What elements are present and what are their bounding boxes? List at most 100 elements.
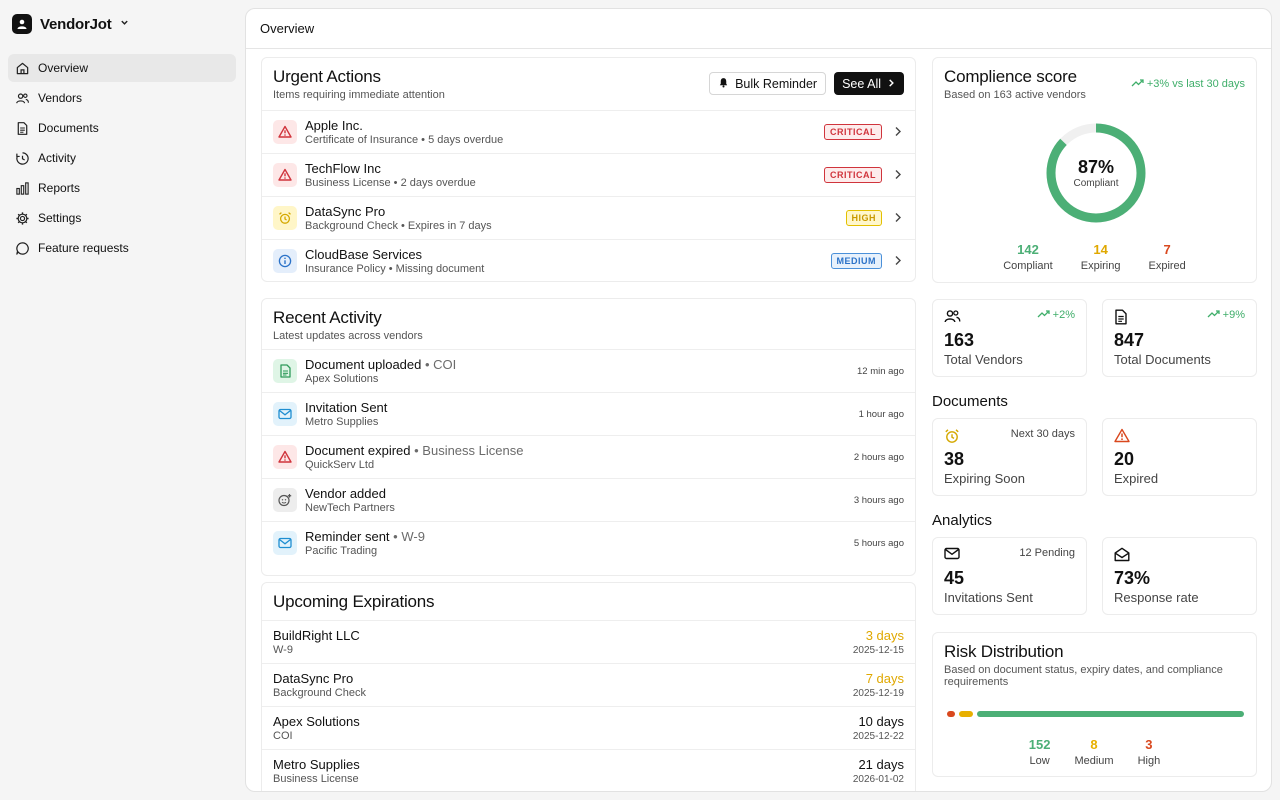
total-vendors-card[interactable]: +2% 163 Total Vendors bbox=[932, 299, 1087, 377]
expired-card[interactable]: 20 Expired bbox=[1102, 418, 1257, 496]
urgent-actions-card: Urgent Actions Items requiring immediate… bbox=[261, 57, 916, 282]
urgent-item[interactable]: DataSync Pro Background Check • Expires … bbox=[262, 196, 915, 239]
risk-medium-count: 8 bbox=[1090, 737, 1098, 752]
mail-icon bbox=[944, 547, 960, 565]
sidebar-item-label: Activity bbox=[38, 151, 77, 165]
activity-vendor: Apex Solutions bbox=[305, 373, 379, 385]
compliance-percent: 87% bbox=[1077, 157, 1115, 177]
expiration-item[interactable]: Apex Solutions COI 10 days 2025-12-22 bbox=[262, 706, 915, 749]
risk-high-count: 3 bbox=[1145, 737, 1153, 752]
sidebar-item-settings[interactable]: Settings bbox=[8, 204, 236, 232]
workspace-switcher[interactable]: VendorJot bbox=[8, 12, 236, 36]
home-icon bbox=[14, 60, 30, 76]
activity-title: Invitation Sent bbox=[305, 400, 388, 415]
activity-item[interactable]: Document uploaded • COI Apex Solutions 1… bbox=[262, 349, 915, 392]
risk-medium-stat: 8 Medium bbox=[1074, 737, 1113, 767]
urgent-item[interactable]: Apple Inc. Certificate of Insurance • 5 … bbox=[262, 110, 915, 153]
bulk-reminder-button[interactable]: Bulk Reminder bbox=[709, 72, 827, 95]
status-badge: CRITICAL bbox=[824, 124, 882, 140]
alarm-clock-icon bbox=[273, 206, 297, 230]
urgent-vendor-name: DataSync Pro bbox=[305, 204, 386, 219]
risk-title: Risk Distribution bbox=[944, 642, 1064, 661]
activity-item[interactable]: Vendor added NewTech Partners 3 hours ag… bbox=[262, 478, 915, 521]
risk-low-count: 152 bbox=[1028, 737, 1051, 752]
activity-extra: • COI bbox=[424, 357, 457, 372]
status-badge: MEDIUM bbox=[830, 253, 882, 269]
urgent-item[interactable]: CloudBase Services Insurance Policy • Mi… bbox=[262, 239, 915, 282]
chevron-right-icon bbox=[894, 167, 904, 183]
urgent-actions-subtitle: Items requiring immediate attention bbox=[273, 89, 445, 101]
activity-item[interactable]: Invitation Sent Metro Supplies 1 hour ag… bbox=[262, 392, 915, 435]
compliance-donut: 87% Compliant bbox=[1044, 121, 1148, 225]
chevron-right-icon bbox=[894, 210, 904, 226]
expiration-item[interactable]: BuildRight LLC W-9 3 days 2025-12-15 bbox=[262, 620, 915, 663]
trend-up-icon bbox=[1207, 309, 1220, 321]
sidebar-nav: Overview Vendors Documents Activity Repo… bbox=[8, 54, 236, 262]
invitations-card[interactable]: 12 Pending 45 Invitations Sent bbox=[932, 537, 1087, 615]
alert-triangle-icon bbox=[273, 120, 297, 144]
activity-extra: • Business License bbox=[414, 443, 524, 458]
compliance-trend-text: +3% vs last 30 days bbox=[1146, 78, 1245, 90]
risk-subtitle: Based on document status, expiry dates, … bbox=[944, 664, 1223, 688]
main-panel: Overview Urgent Actions Items requiring … bbox=[245, 8, 1272, 792]
urgent-item[interactable]: TechFlow Inc Business License • 2 days o… bbox=[262, 153, 915, 196]
mail-open-icon bbox=[1114, 547, 1130, 567]
sidebar-item-overview[interactable]: Overview bbox=[8, 54, 236, 82]
risk-low-label: Low bbox=[1029, 755, 1050, 767]
upcoming-expirations-title: Upcoming Expirations bbox=[273, 592, 435, 611]
response-rate-card[interactable]: 73% Response rate bbox=[1102, 537, 1257, 615]
compliance-score-card: Complience score Based on 163 active ven… bbox=[932, 57, 1257, 283]
sidebar-item-label: Overview bbox=[38, 61, 89, 75]
sidebar-item-vendors[interactable]: Vendors bbox=[8, 84, 236, 112]
upcoming-expirations-card: Upcoming Expirations BuildRight LLC W-9 … bbox=[261, 582, 916, 791]
invitations-note: 12 Pending bbox=[1019, 547, 1075, 559]
expired-stat: 7 Expired bbox=[1148, 242, 1185, 272]
activity-time: 1 hour ago bbox=[858, 408, 904, 420]
expiring-label: Expiring bbox=[1080, 260, 1121, 272]
expiring-count: 14 bbox=[1093, 242, 1108, 257]
chevron-down-icon bbox=[120, 18, 129, 30]
recent-activity-subtitle: Latest updates across vendors bbox=[273, 330, 423, 342]
bulk-reminder-label: Bulk Reminder bbox=[735, 76, 818, 91]
sidebar-item-label: Reports bbox=[38, 181, 81, 195]
app-logo-icon bbox=[12, 14, 32, 34]
expiration-vendor: Apex Solutions bbox=[273, 714, 360, 729]
expiring-soon-card[interactable]: Next 30 days 38 Expiring Soon bbox=[932, 418, 1087, 496]
total-vendors-count: 163 bbox=[944, 330, 975, 350]
activity-vendor: QuickServ Ltd bbox=[305, 459, 375, 471]
total-documents-card[interactable]: +9% 847 Total Documents bbox=[1102, 299, 1257, 377]
recent-activity-card: Recent Activity Latest updates across ve… bbox=[261, 298, 916, 576]
expired-label: Expired bbox=[1148, 260, 1186, 272]
sidebar-item-feature-requests[interactable]: Feature requests bbox=[8, 234, 236, 262]
sidebar-item-documents[interactable]: Documents bbox=[8, 114, 236, 142]
risk-segment-medium bbox=[959, 711, 974, 717]
expiration-item[interactable]: Metro Supplies Business License 21 days … bbox=[262, 749, 915, 791]
activity-item[interactable]: Document expired • Business License Quic… bbox=[262, 435, 915, 478]
sidebar-item-reports[interactable]: Reports bbox=[8, 174, 236, 202]
total-documents-label: Total Documents bbox=[1114, 352, 1211, 367]
risk-segment-high bbox=[947, 711, 955, 717]
message-icon bbox=[14, 240, 30, 256]
expiration-days: 3 days bbox=[865, 628, 904, 643]
documents-section-title: Documents bbox=[932, 393, 1008, 410]
page-header: Overview bbox=[246, 9, 1271, 49]
mail-icon bbox=[273, 402, 297, 426]
mail-icon bbox=[273, 531, 297, 555]
info-icon bbox=[273, 249, 297, 273]
sidebar-item-activity[interactable]: Activity bbox=[8, 144, 236, 172]
chevron-right-icon bbox=[894, 253, 904, 269]
activity-item[interactable]: Reminder sent • W-9 Pacific Trading 5 ho… bbox=[262, 521, 915, 564]
expiration-item[interactable]: DataSync Pro Background Check 7 days 202… bbox=[262, 663, 915, 706]
see-all-button[interactable]: See All bbox=[834, 72, 904, 95]
alert-triangle-icon bbox=[273, 445, 297, 469]
expiration-vendor: DataSync Pro bbox=[273, 671, 354, 686]
compliant-count: 142 bbox=[1017, 242, 1039, 257]
expiring-soon-label: Expiring Soon bbox=[944, 471, 1025, 486]
gear-icon bbox=[14, 210, 30, 226]
response-rate-label: Response rate bbox=[1114, 590, 1199, 605]
invitations-label: Invitations Sent bbox=[944, 590, 1033, 605]
sidebar-item-label: Feature requests bbox=[38, 241, 129, 255]
compliant-label: Compliant bbox=[1003, 260, 1053, 272]
compliance-trend: +3% vs last 30 days bbox=[1131, 67, 1245, 101]
file-icon bbox=[273, 359, 297, 383]
